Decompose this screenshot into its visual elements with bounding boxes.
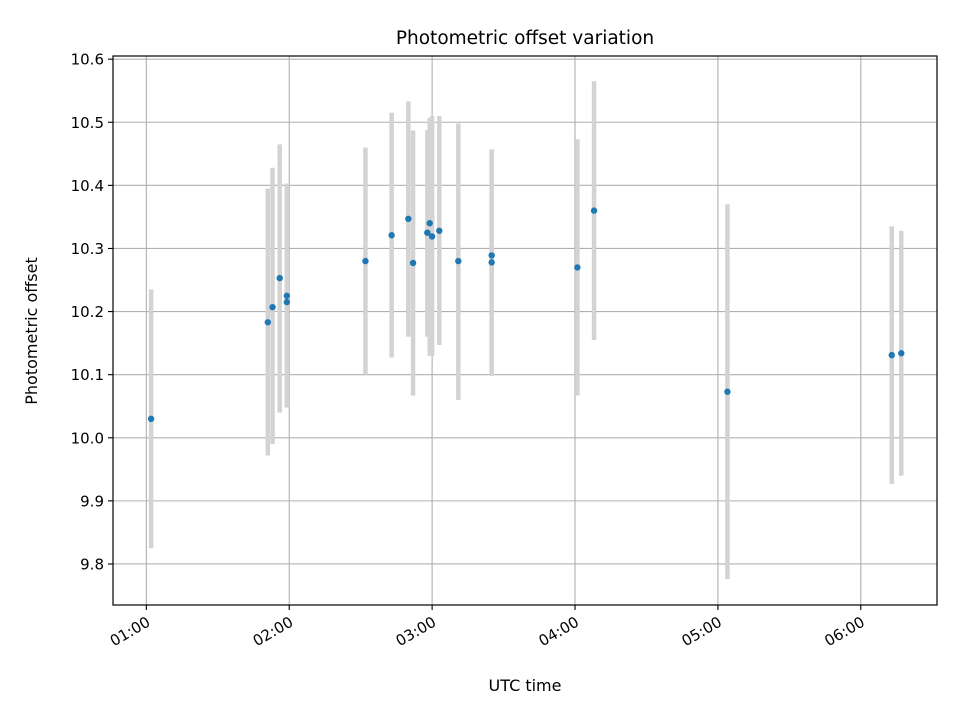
data-point xyxy=(405,215,412,223)
data-point xyxy=(488,259,495,266)
data-point xyxy=(574,264,581,271)
data-point xyxy=(436,227,443,234)
data-point xyxy=(426,220,433,227)
data-point xyxy=(455,257,462,265)
y-tick-label: 10.1 xyxy=(71,366,104,384)
data-point xyxy=(276,274,283,282)
y-tick-label: 10.0 xyxy=(71,429,104,447)
data-point xyxy=(888,351,895,359)
y-tick-label: 10.4 xyxy=(71,177,104,195)
chart-title: Photometric offset variation xyxy=(396,28,654,49)
data-point xyxy=(409,259,417,267)
y-tick-label: 10.2 xyxy=(71,303,104,321)
y-tick-label: 10.6 xyxy=(71,51,104,69)
y-axis-ticks: 9.8 9.9 10.0 10.1 10.2 10.3 10.4 10.5 10.6 xyxy=(71,51,113,573)
plot-frame xyxy=(112,55,938,606)
data-point xyxy=(898,350,905,357)
y-axis-label: Photometric offset xyxy=(22,257,41,405)
data-point xyxy=(269,303,276,311)
data-point xyxy=(362,257,369,265)
data-point xyxy=(388,232,395,239)
y-tick-label: 9.8 xyxy=(80,555,104,573)
data-point xyxy=(488,252,495,259)
data-point xyxy=(428,233,436,240)
data-point xyxy=(724,388,731,395)
data-points xyxy=(147,207,905,423)
data-point xyxy=(283,292,291,299)
data-point xyxy=(264,319,271,326)
y-tick-label: 9.9 xyxy=(80,492,104,510)
x-axis-label: UTC time xyxy=(489,676,562,695)
data-point xyxy=(283,298,291,306)
data-point xyxy=(147,415,155,423)
plot-area xyxy=(113,56,937,605)
y-tick-label: 10.3 xyxy=(71,240,104,258)
data-point xyxy=(590,207,598,214)
y-tick-label: 10.5 xyxy=(71,114,104,132)
data-point xyxy=(424,229,431,236)
